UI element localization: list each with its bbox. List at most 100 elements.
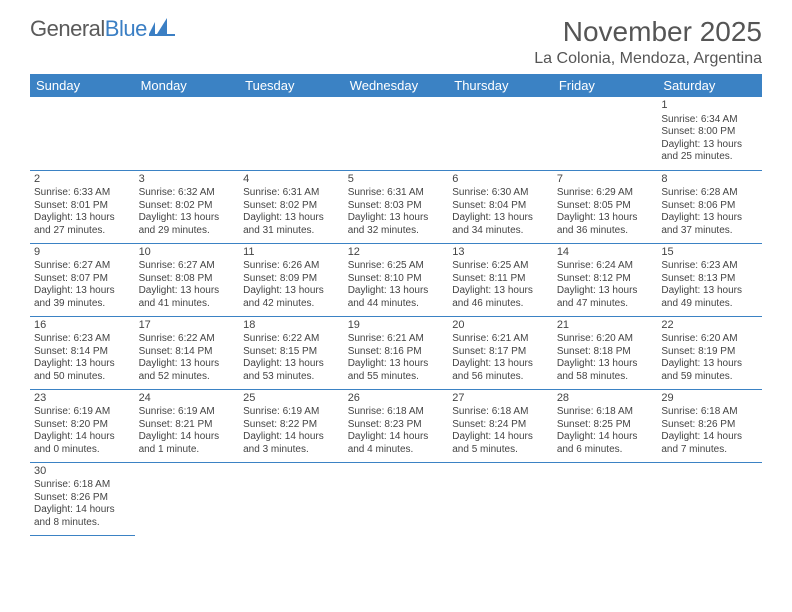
calendar-day-cell: 26Sunrise: 6:18 AMSunset: 8:23 PMDayligh… <box>344 389 449 462</box>
sunset-text: Sunset: 8:03 PM <box>348 200 445 213</box>
sunset-text: Sunset: 8:22 PM <box>243 419 340 432</box>
sunset-text: Sunset: 8:02 PM <box>139 200 236 213</box>
sunrise-text: Sunrise: 6:20 AM <box>557 333 654 346</box>
daylight-text: Daylight: 13 hours and 52 minutes. <box>139 358 236 383</box>
sunset-text: Sunset: 8:18 PM <box>557 346 654 359</box>
sunrise-text: Sunrise: 6:27 AM <box>139 260 236 273</box>
calendar-page: GeneralBlue November 2025 La Colonia, Me… <box>0 0 792 546</box>
sunset-text: Sunset: 8:25 PM <box>557 419 654 432</box>
daylight-text: Daylight: 14 hours and 6 minutes. <box>557 431 654 456</box>
daylight-text: Daylight: 13 hours and 36 minutes. <box>557 212 654 237</box>
calendar-day-cell: 30Sunrise: 6:18 AMSunset: 8:26 PMDayligh… <box>30 462 135 535</box>
weekday-header: Sunday <box>30 74 135 97</box>
sunset-text: Sunset: 8:19 PM <box>661 346 758 359</box>
sunset-text: Sunset: 8:09 PM <box>243 273 340 286</box>
daylight-text: Daylight: 14 hours and 4 minutes. <box>348 431 445 456</box>
daylight-text: Daylight: 13 hours and 25 minutes. <box>661 139 758 164</box>
sunset-text: Sunset: 8:16 PM <box>348 346 445 359</box>
calendar-day-cell: 27Sunrise: 6:18 AMSunset: 8:24 PMDayligh… <box>448 389 553 462</box>
day-number: 28 <box>557 392 654 406</box>
weekday-header: Wednesday <box>344 74 449 97</box>
day-number: 17 <box>139 319 236 333</box>
day-number: 5 <box>348 173 445 187</box>
day-number: 25 <box>243 392 340 406</box>
daylight-text: Daylight: 14 hours and 1 minute. <box>139 431 236 456</box>
calendar-day-cell <box>657 462 762 535</box>
sunrise-text: Sunrise: 6:18 AM <box>348 406 445 419</box>
calendar-day-cell: 25Sunrise: 6:19 AMSunset: 8:22 PMDayligh… <box>239 389 344 462</box>
sunrise-text: Sunrise: 6:30 AM <box>452 187 549 200</box>
sunset-text: Sunset: 8:26 PM <box>34 492 131 505</box>
sunset-text: Sunset: 8:15 PM <box>243 346 340 359</box>
daylight-text: Daylight: 13 hours and 53 minutes. <box>243 358 340 383</box>
sunset-text: Sunset: 8:20 PM <box>34 419 131 432</box>
sunset-text: Sunset: 8:12 PM <box>557 273 654 286</box>
calendar-day-cell: 4Sunrise: 6:31 AMSunset: 8:02 PMDaylight… <box>239 170 344 243</box>
day-number: 29 <box>661 392 758 406</box>
daylight-text: Daylight: 13 hours and 55 minutes. <box>348 358 445 383</box>
sunset-text: Sunset: 8:02 PM <box>243 200 340 213</box>
weekday-header: Saturday <box>657 74 762 97</box>
calendar-day-cell: 11Sunrise: 6:26 AMSunset: 8:09 PMDayligh… <box>239 243 344 316</box>
daylight-text: Daylight: 13 hours and 59 minutes. <box>661 358 758 383</box>
calendar-day-cell <box>135 462 240 535</box>
daylight-text: Daylight: 14 hours and 5 minutes. <box>452 431 549 456</box>
calendar-day-cell: 5Sunrise: 6:31 AMSunset: 8:03 PMDaylight… <box>344 170 449 243</box>
daylight-text: Daylight: 13 hours and 39 minutes. <box>34 285 131 310</box>
daylight-text: Daylight: 14 hours and 0 minutes. <box>34 431 131 456</box>
calendar-day-cell: 9Sunrise: 6:27 AMSunset: 8:07 PMDaylight… <box>30 243 135 316</box>
calendar-day-cell <box>30 97 135 170</box>
day-number: 10 <box>139 246 236 260</box>
sunrise-text: Sunrise: 6:18 AM <box>34 479 131 492</box>
brand-part1: General <box>30 16 105 42</box>
calendar-header-row: Sunday Monday Tuesday Wednesday Thursday… <box>30 74 762 97</box>
weekday-header: Tuesday <box>239 74 344 97</box>
location-text: La Colonia, Mendoza, Argentina <box>534 50 762 68</box>
day-number: 20 <box>452 319 549 333</box>
calendar-day-cell <box>239 462 344 535</box>
sunset-text: Sunset: 8:17 PM <box>452 346 549 359</box>
sunrise-text: Sunrise: 6:26 AM <box>243 260 340 273</box>
sunrise-text: Sunrise: 6:18 AM <box>452 406 549 419</box>
daylight-text: Daylight: 13 hours and 50 minutes. <box>34 358 131 383</box>
daylight-text: Daylight: 14 hours and 7 minutes. <box>661 431 758 456</box>
calendar-day-cell: 17Sunrise: 6:22 AMSunset: 8:14 PMDayligh… <box>135 316 240 389</box>
brand-part2: Blue <box>105 16 147 42</box>
calendar-day-cell: 13Sunrise: 6:25 AMSunset: 8:11 PMDayligh… <box>448 243 553 316</box>
sunrise-text: Sunrise: 6:32 AM <box>139 187 236 200</box>
sunset-text: Sunset: 8:00 PM <box>661 126 758 139</box>
daylight-text: Daylight: 13 hours and 31 minutes. <box>243 212 340 237</box>
day-number: 21 <box>557 319 654 333</box>
sunset-text: Sunset: 8:07 PM <box>34 273 131 286</box>
sunrise-text: Sunrise: 6:18 AM <box>557 406 654 419</box>
calendar-week-row: 2Sunrise: 6:33 AMSunset: 8:01 PMDaylight… <box>30 170 762 243</box>
calendar-day-cell: 28Sunrise: 6:18 AMSunset: 8:25 PMDayligh… <box>553 389 658 462</box>
calendar-day-cell <box>344 97 449 170</box>
day-number: 26 <box>348 392 445 406</box>
calendar-day-cell: 29Sunrise: 6:18 AMSunset: 8:26 PMDayligh… <box>657 389 762 462</box>
calendar-week-row: 30Sunrise: 6:18 AMSunset: 8:26 PMDayligh… <box>30 462 762 535</box>
calendar-day-cell <box>135 97 240 170</box>
page-header: GeneralBlue November 2025 La Colonia, Me… <box>30 16 762 68</box>
calendar-day-cell: 14Sunrise: 6:24 AMSunset: 8:12 PMDayligh… <box>553 243 658 316</box>
day-number: 30 <box>34 465 131 479</box>
sunrise-text: Sunrise: 6:24 AM <box>557 260 654 273</box>
calendar-day-cell <box>448 462 553 535</box>
brand-logo: GeneralBlue <box>30 16 175 42</box>
weekday-header: Monday <box>135 74 240 97</box>
daylight-text: Daylight: 13 hours and 32 minutes. <box>348 212 445 237</box>
sunrise-text: Sunrise: 6:19 AM <box>34 406 131 419</box>
day-number: 1 <box>661 99 758 113</box>
calendar-body: 1Sunrise: 6:34 AMSunset: 8:00 PMDaylight… <box>30 97 762 535</box>
day-number: 18 <box>243 319 340 333</box>
sunrise-text: Sunrise: 6:31 AM <box>243 187 340 200</box>
calendar-day-cell: 18Sunrise: 6:22 AMSunset: 8:15 PMDayligh… <box>239 316 344 389</box>
calendar-day-cell: 3Sunrise: 6:32 AMSunset: 8:02 PMDaylight… <box>135 170 240 243</box>
calendar-day-cell: 7Sunrise: 6:29 AMSunset: 8:05 PMDaylight… <box>553 170 658 243</box>
sunrise-text: Sunrise: 6:27 AM <box>34 260 131 273</box>
sunrise-text: Sunrise: 6:18 AM <box>661 406 758 419</box>
daylight-text: Daylight: 13 hours and 29 minutes. <box>139 212 236 237</box>
daylight-text: Daylight: 14 hours and 8 minutes. <box>34 504 131 529</box>
sunset-text: Sunset: 8:26 PM <box>661 419 758 432</box>
sunset-text: Sunset: 8:06 PM <box>661 200 758 213</box>
